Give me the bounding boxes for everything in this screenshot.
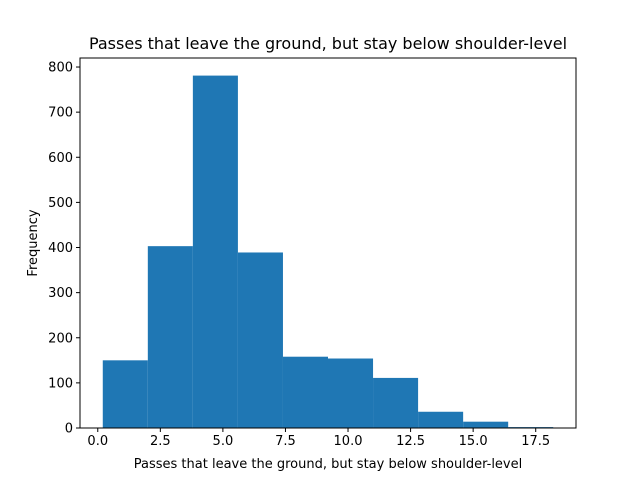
x-tick-label: 15.0: [459, 434, 488, 449]
y-tick-label: 0: [65, 422, 73, 437]
x-axis-label: Passes that leave the ground, but stay b…: [134, 457, 522, 472]
chart-title: Passes that leave the ground, but stay b…: [89, 34, 567, 53]
histogram-bars: [102, 75, 554, 428]
y-tick-label: 400: [48, 241, 73, 256]
y-tick-label: 200: [48, 331, 73, 346]
x-tick-label: 0.0: [87, 434, 108, 449]
plot-frame: [79, 57, 577, 429]
histogram-bar: [418, 411, 464, 428]
x-tick-label: 10.0: [334, 434, 363, 449]
histogram-bar: [463, 421, 509, 428]
x-axis-ticks: 0.0 2.5 5.0 7.5 10.0 12.5 15.0 17.5: [87, 428, 550, 449]
histogram-bar: [147, 246, 193, 428]
x-tick-label: 12.5: [396, 434, 425, 449]
x-tick-label: 17.5: [521, 434, 550, 449]
y-tick-label: 800: [48, 61, 73, 76]
y-axis-ticks: 0 100 200 300 400 500 600 700 800: [48, 61, 80, 437]
histogram-bar: [102, 360, 148, 428]
histogram-bar: [373, 377, 419, 428]
histogram-bar: [282, 356, 328, 428]
y-tick-label: 600: [48, 151, 73, 166]
x-tick-label: 5.0: [213, 434, 234, 449]
histogram-bar: [192, 75, 238, 428]
histogram-bar: [328, 358, 374, 428]
histogram-bar: [237, 252, 283, 428]
y-tick-label: 100: [48, 376, 73, 391]
y-tick-label: 500: [48, 196, 73, 211]
x-tick-label: 7.5: [275, 434, 296, 449]
y-tick-label: 300: [48, 286, 73, 301]
y-axis-label: Frequency: [26, 209, 41, 276]
y-tick-label: 700: [48, 106, 73, 121]
x-tick-label: 2.5: [150, 434, 171, 449]
